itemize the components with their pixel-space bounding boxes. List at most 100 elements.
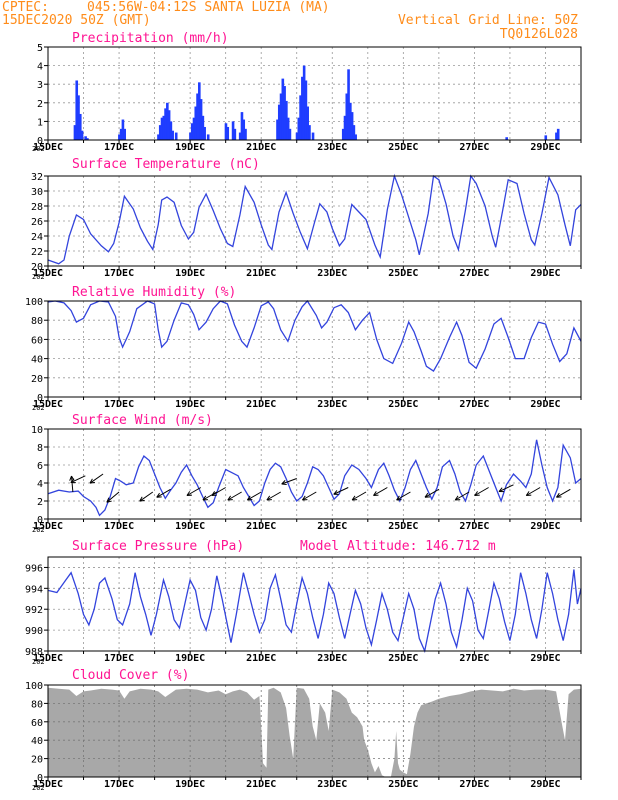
x-tick-label: 21DEC	[246, 142, 276, 153]
y-tick-label: 4	[37, 62, 43, 73]
panel-precip: 0 1 2 3 4 5 15DEC 17DEC 19DEC 21DEC 23DEC 25DEC 27DE…	[32, 31, 582, 153]
panel-rh: 0 20 40 60 80 100 15DEC 17DEC 19DEC 21DEC 23DEC 25D…	[25, 285, 582, 412]
wind-vector-arrow	[227, 491, 242, 501]
cloud-area	[48, 687, 581, 777]
precip-bar	[189, 132, 192, 140]
precip-bar	[276, 119, 279, 140]
wind-vector-head	[281, 483, 287, 485]
wind-vector-head	[333, 490, 338, 495]
precip-bar	[283, 86, 286, 140]
x-tick-label: 17DEC	[104, 653, 134, 664]
wind-vector-arrow	[246, 491, 262, 501]
wind-vector-head	[474, 491, 478, 496]
x-tick-label: 21DEC	[246, 399, 276, 410]
header-run: 15DEC2020 50Z (GMT)	[2, 13, 151, 28]
header-grid-line: Vertical Grid Line: 50Z	[398, 13, 578, 28]
precip-bar	[343, 115, 347, 140]
x-year-label: 202	[32, 404, 45, 412]
wind-vector-head	[156, 492, 160, 498]
y-tick-label: 28	[31, 202, 43, 213]
precip-bar	[302, 65, 306, 140]
y-tick-label: 0	[37, 393, 43, 404]
wind-vector-shaft	[396, 491, 411, 501]
rh-line	[47, 299, 582, 373]
precip-bar	[84, 136, 87, 140]
precip-bar	[286, 117, 290, 140]
y-tick-label: 2	[37, 497, 43, 508]
y-tick-label: 100	[25, 297, 43, 308]
x-tick-label: 25DEC	[388, 399, 418, 410]
y-tick-label: 6	[37, 461, 43, 472]
x-tick-label: 27DEC	[459, 399, 489, 410]
x-year-label: 202	[32, 145, 45, 153]
precip-bar	[167, 110, 171, 140]
precip-bar	[80, 130, 84, 140]
wind-vector-shaft	[89, 473, 104, 484]
y-tick-label: 20	[31, 374, 43, 385]
wind-vector-shaft	[106, 491, 120, 503]
x-year-label: 202	[32, 784, 45, 792]
precip-bar	[301, 76, 304, 140]
y-tick-label: 4	[37, 479, 43, 490]
y-tick-label: 24	[31, 232, 43, 243]
wind-vector-arrow	[156, 488, 171, 498]
panel-temp: 20 22 24 26 28 30 32 15DEC 17DEC 19DEC 21DEC 23DEC 2…	[31, 157, 582, 281]
x-tick-label: 15DEC	[33, 521, 63, 532]
precip-bar	[347, 69, 350, 140]
precip-bar	[226, 126, 230, 140]
x-tick-label: 21DEC	[246, 779, 276, 790]
precip-bar	[224, 123, 228, 140]
wind-vector-arrow	[202, 491, 218, 501]
precip-bar	[77, 95, 80, 140]
wind-vector-shaft	[70, 475, 86, 484]
panel-press: 988 990 992 994 996 15DEC 17DEC 19DEC 21DEC 23DEC…	[25, 539, 582, 666]
wind-vector-head	[89, 481, 95, 484]
precip-bar	[555, 132, 558, 140]
precip-bar	[231, 121, 235, 140]
precip-bar	[157, 134, 160, 140]
y-tick-label: 20	[31, 755, 43, 766]
precip-bar	[306, 106, 309, 140]
panel-frame	[47, 46, 582, 141]
precip-bar	[198, 82, 201, 140]
x-year-label: 202	[32, 273, 45, 281]
x-tick-label: 15DEC	[33, 268, 63, 279]
y-tick-label: 100	[25, 681, 43, 692]
precip-bar	[556, 128, 560, 140]
y-tick-label: 0	[37, 773, 43, 784]
precip-bar	[285, 100, 288, 140]
wind-vector-shaft	[70, 476, 74, 493]
x-tick-label: 21DEC	[246, 653, 276, 664]
wind-vector-arrow	[498, 484, 514, 493]
y-tick-label: 0	[37, 515, 43, 526]
y-tick-label: 10	[31, 425, 43, 436]
wind-vector-arrow	[424, 488, 440, 498]
wind-vector-head	[498, 487, 503, 492]
wind-vector-arrow	[525, 487, 541, 496]
precip-bar	[544, 135, 548, 140]
x-tick-label: 17DEC	[104, 521, 134, 532]
x-tick-label: 25DEC	[388, 142, 418, 153]
x-tick-label: 27DEC	[459, 268, 489, 279]
press-title: Surface Pressure (hPa)	[72, 539, 244, 554]
x-tick-label: 23DEC	[317, 142, 347, 153]
x-tick-label: 27DEC	[459, 653, 489, 664]
wind-vector-head	[139, 496, 143, 502]
wind-vector-head	[70, 478, 75, 483]
wind-vector-shaft	[211, 487, 226, 496]
precip-bar	[341, 128, 345, 140]
wind-vector-head	[202, 495, 207, 501]
wind-vector-head	[556, 492, 560, 498]
wind-vector-shaft	[281, 478, 297, 485]
wind-title: Surface Wind (m/s)	[72, 413, 213, 428]
x-tick-label: 25DEC	[388, 653, 418, 664]
x-tick-label: 17DEC	[104, 779, 134, 790]
precip-bar	[505, 137, 508, 140]
precip-bar	[192, 117, 196, 140]
precip-bar	[352, 125, 356, 140]
x-tick-label: 29DEC	[530, 521, 560, 532]
y-tick-label: 988	[25, 647, 43, 658]
panel-border	[47, 556, 582, 652]
y-tick-label: 80	[31, 699, 43, 710]
wind-vector-head	[525, 491, 530, 496]
